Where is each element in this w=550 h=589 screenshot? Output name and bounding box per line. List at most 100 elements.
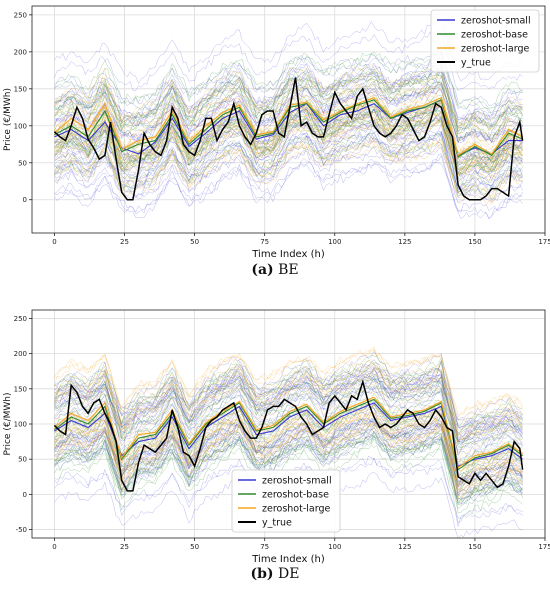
sample-line-zeroshot-base — [54, 403, 523, 482]
sample-line-zeroshot-base — [54, 132, 523, 192]
legend-label: zeroshot-base — [262, 490, 329, 501]
y-tick-label: 100 — [14, 421, 27, 429]
sample-line-zeroshot-large — [54, 74, 523, 133]
sample-line-zeroshot-small — [54, 146, 523, 204]
sample-line-zeroshot-small — [54, 131, 523, 194]
series-line-zeroshot-large — [54, 96, 523, 157]
legend-label: zeroshot-base — [461, 30, 528, 41]
sample-line-zeroshot-base — [54, 373, 523, 445]
x-tick-label: 100 — [328, 543, 341, 551]
sample-line-zeroshot-base — [54, 428, 523, 498]
y-tick-label: 50 — [18, 159, 27, 167]
chart-panel-de: 0 25 50 75 100 125 150 175 -50 0 50 100 150 200 250 Tim… — [3, 309, 550, 565]
sample-line-zeroshot-small — [54, 408, 523, 481]
sample-line-zeroshot-large — [54, 349, 523, 422]
sample-line-zeroshot-base — [54, 79, 523, 143]
sample-line-zeroshot-large — [54, 143, 523, 207]
x-tick-label: 125 — [398, 543, 411, 551]
plot-area — [53, 346, 524, 538]
sample-line-zeroshot-base — [54, 417, 523, 487]
x-tick-label: 25 — [120, 543, 129, 551]
sample-line-zeroshot-small — [54, 420, 523, 488]
y-tick-label: 150 — [14, 85, 27, 93]
sample-line-zeroshot-small — [54, 81, 523, 144]
caption-a: (a) BE — [0, 262, 550, 278]
sample-line-zeroshot-small — [54, 83, 523, 143]
sample-line-zeroshot-large — [54, 422, 523, 498]
sample-line-zeroshot-small — [54, 374, 523, 439]
sample-line-zeroshot-base — [54, 355, 523, 427]
legend-label: zeroshot-large — [461, 44, 530, 55]
sample-line-zeroshot-small — [54, 420, 523, 489]
sample-line-zeroshot-small — [54, 376, 523, 441]
sample-line-zeroshot-base — [54, 78, 523, 138]
sample-line-zeroshot-large — [54, 78, 523, 141]
x-tick-label: 175 — [538, 543, 550, 551]
sample-line-zeroshot-large — [54, 120, 523, 184]
chart-panel-be: 0 25 50 75 100 125 150 175 0 50 100 150 200 250 Time I… — [3, 5, 550, 260]
legend-label: zeroshot-small — [461, 16, 531, 27]
x-tick-label: 125 — [398, 238, 411, 246]
sample-line-zeroshot-large — [54, 421, 523, 500]
sample-line-zeroshot-small — [54, 371, 523, 442]
sample-line-zeroshot-small — [54, 162, 523, 220]
sample-line-zeroshot-large — [54, 110, 523, 177]
sample-line-zeroshot-base — [54, 359, 523, 434]
sample-line-zeroshot-small — [54, 144, 523, 203]
sample-line-zeroshot-small — [54, 406, 523, 478]
sample-line-zeroshot-small — [54, 132, 523, 191]
sample-line-zeroshot-base — [54, 374, 523, 449]
sample-line-zeroshot-base — [54, 116, 523, 180]
legend-label: y_true — [262, 518, 292, 529]
sample-line-zeroshot-base — [54, 438, 523, 513]
legend-box — [430, 9, 540, 73]
sample-line-zeroshot-large — [54, 346, 523, 416]
sample-line-zeroshot-small — [54, 364, 523, 428]
sample-line-zeroshot-base — [54, 376, 523, 444]
x-tick-label: 175 — [538, 238, 550, 246]
sample-line-zeroshot-small — [54, 376, 523, 442]
plot-area — [53, 20, 524, 220]
legend-label: y_true — [461, 58, 491, 69]
x-tick-label: 75 — [260, 543, 269, 551]
sample-line-zeroshot-large — [54, 412, 523, 479]
sample-line-zeroshot-small — [54, 114, 523, 174]
y-tick-label: -50 — [16, 526, 27, 534]
caption-a-label: (a) — [251, 262, 274, 278]
sample-line-zeroshot-small — [54, 426, 523, 495]
sample-line-zeroshot-small — [54, 367, 523, 429]
sample-line-zeroshot-small — [54, 367, 523, 431]
y-tick-label: 150 — [14, 385, 27, 393]
sample-line-zeroshot-small — [54, 131, 523, 193]
sample-line-zeroshot-large — [54, 117, 523, 178]
sample-line-zeroshot-small — [54, 85, 523, 144]
x-tick-label: 50 — [190, 238, 199, 246]
sample-line-zeroshot-large — [54, 71, 523, 130]
sample-line-zeroshot-small — [54, 359, 523, 429]
sample-line-zeroshot-large — [54, 362, 523, 438]
sample-line-zeroshot-small — [54, 370, 523, 443]
sample-line-zeroshot-large — [54, 422, 523, 490]
series-line-y_true — [53, 77, 524, 201]
x-tick-label: 25 — [120, 238, 129, 246]
sample-line-zeroshot-base — [54, 367, 523, 436]
sample-line-zeroshot-small — [54, 116, 523, 182]
sample-line-zeroshot-large — [54, 415, 523, 488]
x-axis-label: Time Index (h) — [251, 554, 325, 565]
sample-line-zeroshot-large — [54, 364, 523, 436]
sample-line-zeroshot-small — [54, 423, 523, 496]
sample-line-zeroshot-small — [54, 89, 523, 143]
sample-line-zeroshot-base — [54, 132, 523, 197]
sample-line-zeroshot-base — [54, 363, 523, 436]
sample-line-zeroshot-small — [54, 368, 523, 439]
y-axis-label: Price (€/MWh) — [3, 393, 13, 456]
x-tick-label: 75 — [260, 238, 269, 246]
sample-line-zeroshot-large — [54, 141, 523, 200]
legend-box — [231, 469, 341, 533]
sample-line-zeroshot-base — [54, 63, 523, 128]
sample-line-zeroshot-large — [54, 349, 523, 418]
sample-line-zeroshot-large — [54, 359, 523, 431]
x-tick-label: 50 — [190, 543, 199, 551]
sample-line-zeroshot-small — [54, 434, 523, 500]
sample-line-zeroshot-large — [54, 412, 523, 486]
